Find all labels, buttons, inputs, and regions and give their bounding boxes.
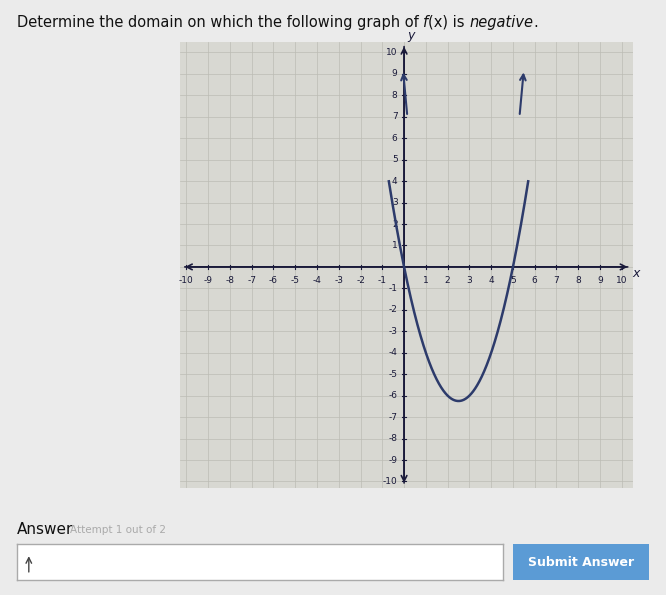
- Text: 5: 5: [510, 275, 516, 284]
- Text: -6: -6: [269, 275, 278, 284]
- Text: .: .: [533, 15, 538, 30]
- Text: 8: 8: [392, 91, 398, 100]
- Text: 3: 3: [466, 275, 472, 284]
- Text: 4: 4: [392, 177, 398, 186]
- Text: 8: 8: [575, 275, 581, 284]
- Text: -9: -9: [388, 456, 398, 465]
- Text: (x) is: (x) is: [428, 15, 470, 30]
- Text: 10: 10: [616, 275, 627, 284]
- Text: -6: -6: [388, 391, 398, 400]
- Text: -2: -2: [389, 305, 398, 314]
- Text: 1: 1: [423, 275, 429, 284]
- Text: 9: 9: [597, 275, 603, 284]
- Text: 5: 5: [392, 155, 398, 164]
- Text: -3: -3: [388, 327, 398, 336]
- Text: -7: -7: [247, 275, 256, 284]
- Text: -1: -1: [378, 275, 387, 284]
- Text: -1: -1: [388, 284, 398, 293]
- Text: 2: 2: [392, 220, 398, 228]
- Text: 1: 1: [392, 241, 398, 250]
- Text: -10: -10: [383, 477, 398, 486]
- Text: Attempt 1 out of 2: Attempt 1 out of 2: [70, 525, 166, 534]
- Text: -8: -8: [225, 275, 234, 284]
- Text: y: y: [407, 29, 414, 42]
- Text: Submit Answer: Submit Answer: [528, 556, 634, 569]
- Text: 7: 7: [392, 112, 398, 121]
- Text: 4: 4: [488, 275, 494, 284]
- Text: 9: 9: [392, 70, 398, 79]
- Text: 10: 10: [386, 48, 398, 57]
- Text: -8: -8: [388, 434, 398, 443]
- Text: Answer: Answer: [17, 522, 73, 537]
- Text: 2: 2: [445, 275, 450, 284]
- Text: 3: 3: [392, 198, 398, 207]
- Text: -5: -5: [291, 275, 300, 284]
- Text: 7: 7: [553, 275, 559, 284]
- Text: -4: -4: [312, 275, 322, 284]
- Text: -3: -3: [334, 275, 343, 284]
- Text: f: f: [423, 15, 428, 30]
- Text: -7: -7: [388, 412, 398, 422]
- Text: -5: -5: [388, 369, 398, 378]
- Text: -4: -4: [389, 348, 398, 357]
- Text: -2: -2: [356, 275, 365, 284]
- Text: Determine the domain on which the following graph of: Determine the domain on which the follow…: [17, 15, 423, 30]
- Text: 6: 6: [392, 134, 398, 143]
- Text: 6: 6: [532, 275, 537, 284]
- Text: -9: -9: [204, 275, 212, 284]
- Text: x: x: [633, 267, 640, 280]
- Text: negative: negative: [470, 15, 533, 30]
- Text: -10: -10: [179, 275, 194, 284]
